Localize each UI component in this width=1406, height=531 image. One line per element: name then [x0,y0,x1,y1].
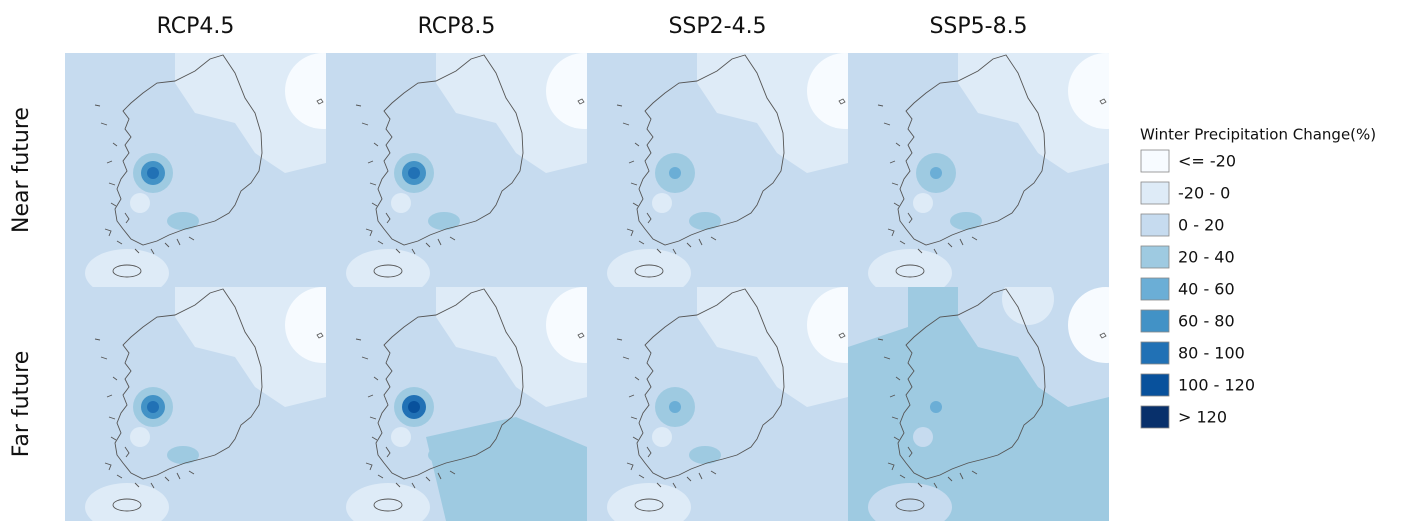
map-zone [177,145,213,181]
legend-label: <= -20 [1178,152,1236,171]
hotspot [930,401,942,413]
map-zone [652,193,672,213]
map-zone [285,287,326,363]
map-zone [167,212,199,230]
map-zone [960,379,996,415]
row-label: Far future [9,351,34,458]
map-zone [177,379,213,415]
map-zone [807,287,848,363]
map-zone [438,145,474,181]
map-zone [1002,287,1054,325]
map-zone [913,427,933,447]
map-zone [167,446,199,464]
map-zone [130,193,150,213]
map-zone [741,287,793,325]
map-zone [546,53,587,129]
map-zone [346,249,430,287]
map-panel [587,53,848,287]
map-zone [428,212,460,230]
column-title: SSP5-8.5 [929,14,1027,39]
legend-label: 100 - 120 [1178,376,1255,395]
map-zone [219,53,271,91]
map-zone [948,417,1109,521]
map-zone [480,287,532,325]
map-zone [219,287,271,325]
map-zone [868,483,952,521]
map-panel [65,53,326,287]
map-zone [346,483,430,521]
map-panel [326,53,587,287]
legend-title: Winter Precipitation Change(%) [1140,126,1376,144]
map-panel [848,53,1109,287]
map-zone [699,379,735,415]
legend-swatch [1140,181,1170,205]
map-zone [807,53,848,129]
map-zone [130,427,150,447]
map-zone [1002,53,1054,91]
map-zone [546,287,587,363]
map-zone [950,212,982,230]
hotspot [669,167,681,179]
legend-label: 60 - 80 [1178,312,1235,331]
map-zone [607,483,691,521]
map-zone [913,193,933,213]
map-zone [85,483,169,521]
map-zone [689,212,721,230]
row-label: Near future [9,107,34,233]
map-zone [607,249,691,287]
legend-label: 80 - 100 [1178,344,1245,363]
map-zone [868,249,952,287]
map-zone [426,417,587,521]
hotspot [408,167,420,179]
map-zone [1068,53,1109,129]
map-zone [699,145,735,181]
hotspot [147,401,159,413]
legend-swatch [1140,373,1170,397]
legend-label: 40 - 60 [1178,280,1235,299]
legend-swatch [1140,149,1170,173]
map-zone [1068,287,1109,363]
map-panel [326,287,587,521]
column-title: RCP8.5 [418,14,496,39]
map-panel [848,287,1109,521]
map-zone [285,53,326,129]
legend-label: 20 - 40 [1178,248,1235,267]
legend-swatch [1140,245,1170,269]
hotspot [930,167,942,179]
map-zone [960,145,996,181]
map-zone [741,53,793,91]
legend-swatch [1140,405,1170,429]
map-zone [391,193,411,213]
hotspot [408,401,420,413]
map-zone [652,427,672,447]
map-zone [480,53,532,91]
map-zone [85,249,169,287]
legend-label: -20 - 0 [1178,184,1230,203]
hotspot [147,167,159,179]
column-title: RCP4.5 [157,14,235,39]
legend-swatch [1140,277,1170,301]
legend-swatch [1140,213,1170,237]
column-title: SSP2-4.5 [668,14,766,39]
legend-swatch [1140,341,1170,365]
legend-swatch [1140,309,1170,333]
map-zone [848,287,908,347]
map-panel [587,287,848,521]
legend-label: 0 - 20 [1178,216,1224,235]
map-zone [391,427,411,447]
map-panel [65,287,326,521]
map-zone [689,446,721,464]
hotspot [669,401,681,413]
legend-label: > 120 [1178,408,1227,427]
map-zone [438,379,474,415]
